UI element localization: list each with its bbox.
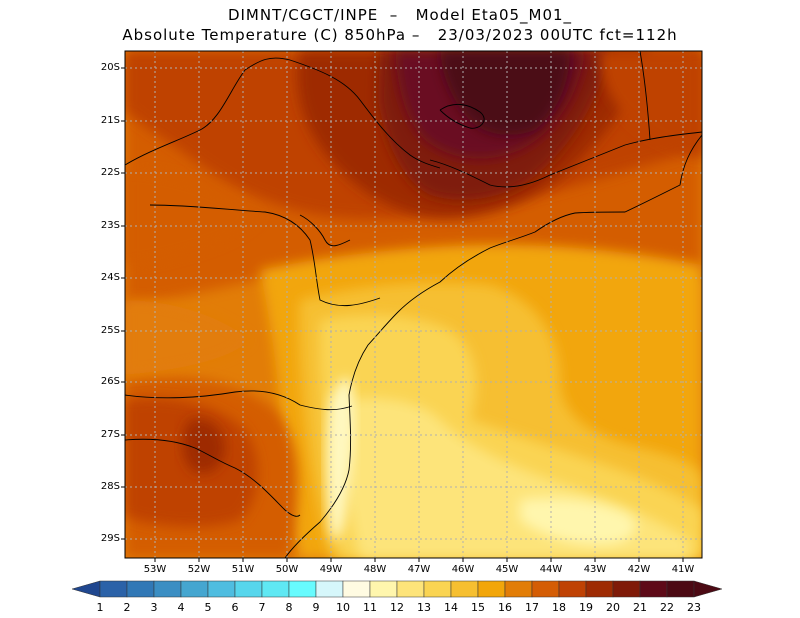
colorbar-arrow-left xyxy=(71,580,101,598)
colorbar-tick-label: 17 xyxy=(525,601,539,614)
lat-label-23s: 23S xyxy=(100,220,120,231)
colorbar xyxy=(71,580,723,598)
lon-label-47w: 47W xyxy=(407,564,431,575)
colorbar-tick-label: 1 xyxy=(96,601,104,614)
lakes xyxy=(439,103,485,129)
colorbar-segment xyxy=(99,580,128,598)
lon-label-49w: 49W xyxy=(319,564,343,575)
band-ne xyxy=(600,51,702,160)
lon-label-46w: 46W xyxy=(451,564,475,575)
colorbar-tick-label: 13 xyxy=(417,601,431,614)
colorbar-tick-label: 4 xyxy=(177,601,185,614)
gridlines xyxy=(125,51,702,558)
state-border-sp-pr xyxy=(149,204,381,307)
lon-label-51w: 51W xyxy=(231,564,255,575)
boundaries xyxy=(125,51,702,558)
band-core xyxy=(440,51,570,135)
state-border-mg-es xyxy=(639,51,651,141)
colorbar-tick-label: 10 xyxy=(336,601,350,614)
lon-label-41w: 41W xyxy=(671,564,695,575)
coastline xyxy=(284,134,702,558)
river-parana xyxy=(299,214,351,247)
colorbar-segment xyxy=(369,580,398,598)
colorbar-tick-label: 16 xyxy=(498,601,512,614)
colorbar-tick-label: 8 xyxy=(285,601,293,614)
colorbar-segment xyxy=(261,580,290,598)
colorbar-segment xyxy=(396,580,425,598)
colorbar-tick-label: 7 xyxy=(258,601,266,614)
colorbar-segment xyxy=(504,580,533,598)
colorbar-segment xyxy=(558,580,587,598)
lat-label-27s: 27S xyxy=(100,429,120,440)
colorbar-tick-label: 11 xyxy=(363,601,377,614)
colorbar-segment xyxy=(666,580,695,598)
tick-marks xyxy=(121,67,684,562)
colorbar-tick-label: 3 xyxy=(150,601,158,614)
colorbar-segment xyxy=(477,580,506,598)
state-border-sc-rs xyxy=(125,438,301,517)
lat-label-28s: 28S xyxy=(100,481,120,492)
chart-title-line2: Absolute Temperature (C) 850hPa – 23/03/… xyxy=(122,26,678,44)
lon-label-53w: 53W xyxy=(143,564,167,575)
lon-label-52w: 52W xyxy=(187,564,211,575)
colorbar-segment xyxy=(612,580,641,598)
colorbar-segment xyxy=(315,580,344,598)
colorbar-tick-label: 5 xyxy=(204,601,212,614)
colorbar-tick-label: 12 xyxy=(390,601,404,614)
colorbar-segment xyxy=(234,580,263,598)
lat-label-20s: 20S xyxy=(100,62,120,73)
state-border-mg-sp xyxy=(125,57,291,166)
state-border-sp-mg xyxy=(289,59,441,169)
lat-label-24s: 24S xyxy=(100,272,120,283)
lon-label-43w: 43W xyxy=(583,564,607,575)
colorbar-segment xyxy=(207,580,236,598)
colorbar-segment xyxy=(126,580,155,598)
temperature-field xyxy=(125,51,702,558)
colorbar-tick-label: 9 xyxy=(312,601,320,614)
colorbar-tick-label: 6 xyxy=(231,601,239,614)
lon-label-48w: 48W xyxy=(363,564,387,575)
band-sw-20 xyxy=(182,419,225,474)
colorbar-segment xyxy=(153,580,182,598)
colorbar-tick-label: 14 xyxy=(444,601,458,614)
colorbar-arrow-right xyxy=(693,580,723,598)
colorbar-tick-label: 2 xyxy=(123,601,131,614)
lon-label-45w: 45W xyxy=(495,564,519,575)
colorbar-segment xyxy=(423,580,452,598)
lon-label-44w: 44W xyxy=(539,564,563,575)
band-20-left xyxy=(125,170,260,265)
band-12 xyxy=(326,377,355,541)
lat-label-29s: 29S xyxy=(100,533,120,544)
band-west-17 xyxy=(125,300,250,375)
colorbar-tick-label: 18 xyxy=(552,601,566,614)
band-13 xyxy=(520,498,636,545)
colorbar-segment xyxy=(450,580,479,598)
colorbar-tick-label: 20 xyxy=(606,601,620,614)
colorbar-segment xyxy=(585,580,614,598)
colorbar-tick-label: 23 xyxy=(687,601,701,614)
colorbar-segment xyxy=(180,580,209,598)
colorbar-segment xyxy=(639,580,668,598)
state-border-mg-rj xyxy=(429,131,702,188)
colorbar-segment xyxy=(288,580,317,598)
lat-label-22s: 22S xyxy=(100,167,120,178)
lat-label-21s: 21S xyxy=(100,115,120,126)
colorbar-tick-label: 15 xyxy=(471,601,485,614)
lon-label-50w: 50W xyxy=(275,564,299,575)
colorbar-tick-label: 21 xyxy=(633,601,647,614)
colorbar-segment xyxy=(531,580,560,598)
map-frame xyxy=(124,50,703,559)
colorbar-tick-label: 19 xyxy=(579,601,593,614)
state-border-pr-sc xyxy=(125,390,353,411)
colorbar-segment xyxy=(342,580,371,598)
chart-title-line1: DIMNT/CGCT/INPE – Model Eta05_M01_ xyxy=(227,6,573,24)
lon-label-42w: 42W xyxy=(627,564,651,575)
lat-label-25s: 25S xyxy=(100,325,120,336)
colorbar-tick-label: 22 xyxy=(660,601,674,614)
lat-label-26s: 26S xyxy=(100,376,120,387)
